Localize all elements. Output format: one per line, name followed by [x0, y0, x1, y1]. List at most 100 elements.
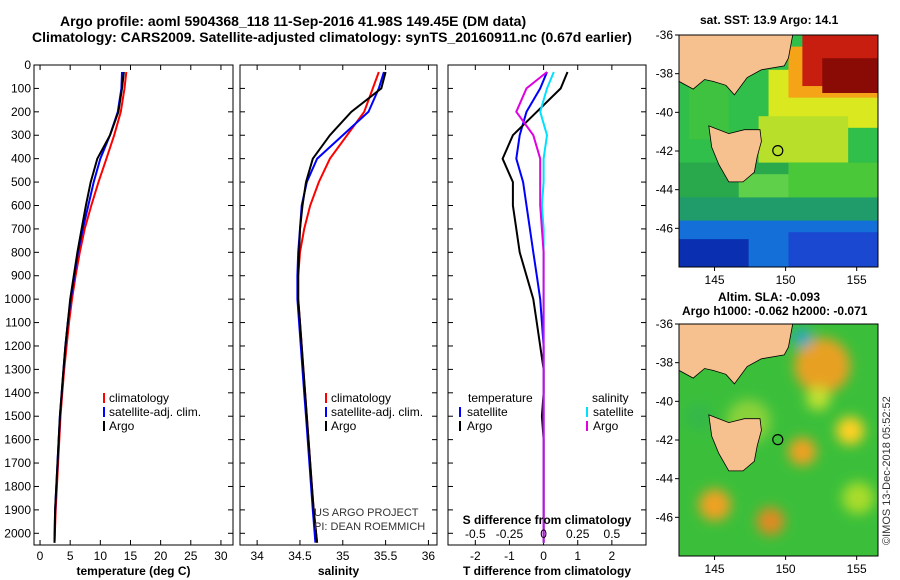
credit-project: US ARGO PROJECT	[314, 507, 419, 519]
mainland-australia	[679, 35, 794, 96]
mainland-australia	[679, 324, 794, 385]
sla-blobs	[684, 327, 875, 536]
top-x-tick-label: 0.5	[604, 527, 621, 541]
map-y-tick-label: -46	[656, 221, 674, 235]
sla-blob	[788, 437, 817, 466]
series-line-argo-3	[515, 71, 548, 543]
sst-map: 145 150 155 -36 -38 -40 -42 -44 -46	[656, 28, 879, 287]
legend-temperature-title: temperature	[468, 391, 533, 405]
sst-patch	[738, 174, 789, 198]
y-tick-label: 1200	[4, 339, 31, 353]
top-x-tick-label: -0.5	[465, 527, 486, 541]
x-tick-label: 34.5	[288, 549, 312, 563]
x-tick-label: 35	[336, 549, 350, 563]
x-tick-label: 25	[184, 549, 198, 563]
map-y-tick-label: -40	[656, 105, 674, 119]
sst-patch	[758, 116, 849, 163]
sla-blob	[792, 327, 813, 348]
legend-label: satellite-adj. clim.	[331, 405, 423, 419]
map-y-tick-label: -44	[656, 183, 674, 197]
x-tick-label: -2	[470, 549, 481, 563]
x-tick-label: 10	[94, 549, 108, 563]
y-tick-label: 1300	[4, 362, 31, 376]
panel-frame	[33, 64, 234, 546]
y-tick-label: 400	[11, 152, 31, 166]
map-x-tick-label: 150	[776, 562, 796, 576]
legend-label: climatology	[331, 391, 391, 405]
x-tick-label: 20	[154, 549, 168, 563]
map-y-tick-label: -38	[656, 67, 674, 81]
y-tick-label: 600	[11, 198, 31, 212]
x-axis-label: temperature (deg C)	[76, 564, 190, 578]
y-tick-label: 1100	[5, 316, 31, 330]
y-tick-label: 1000	[4, 292, 31, 306]
legend-label: Argo	[593, 419, 619, 433]
sla-blob	[806, 386, 831, 411]
sla-blob	[836, 416, 865, 445]
x-tick-label: 2	[609, 549, 616, 563]
argo-position-marker	[772, 434, 784, 446]
map-y-tick-label: -42	[656, 144, 674, 158]
y-tick-label: 100	[11, 81, 31, 95]
legend-label: Argo	[331, 419, 357, 433]
x-tick-label: 15	[124, 549, 138, 563]
y-tick-label: 0	[24, 58, 31, 72]
y-tick-label: 300	[11, 128, 31, 142]
y-tick-label: 700	[11, 222, 31, 236]
legend-label: satellite	[593, 405, 634, 419]
legend-label: Argo	[109, 419, 135, 433]
map-x-tick-label: 145	[705, 562, 725, 576]
x-tick-label: 0	[37, 549, 44, 563]
sst-patch	[788, 162, 878, 198]
title-line-1: Argo profile: aoml 5904368_118 11-Sep-20…	[60, 13, 527, 29]
sla-blob	[756, 507, 785, 536]
map-y-tick-label: -42	[656, 433, 674, 447]
profile-panel-1: 0100200300400500600700800900100011001200…	[4, 58, 234, 578]
x-axis-label: salinity	[318, 564, 360, 578]
y-tick-label: 1900	[4, 503, 31, 517]
y-tick-label: 1800	[4, 479, 31, 493]
y-tick-label: 900	[11, 269, 31, 283]
legend-label: satellite	[467, 405, 508, 419]
panel-frame	[239, 64, 438, 546]
map-x-tick-label: 155	[847, 562, 867, 576]
x-axis-label: T difference from climatology	[463, 564, 631, 578]
tasmania	[708, 414, 762, 472]
y-tick-label: 1600	[4, 433, 31, 447]
x-tick-label: 30	[214, 549, 228, 563]
series-line-argo-2	[53, 71, 125, 543]
panel-frame	[447, 64, 647, 546]
sst-patch	[688, 81, 729, 140]
sla-map-title-1: Altim. SLA: -0.093	[718, 290, 821, 304]
map-y-tick-label: -46	[656, 510, 674, 524]
imos-stamp: ©IMOS 13-Dec-2018 05:52:52	[881, 396, 893, 545]
y-tick-label: 500	[11, 175, 31, 189]
x-tick-label: 5	[67, 549, 74, 563]
legend-label: Argo	[467, 419, 493, 433]
map-y-tick-label: -44	[656, 472, 674, 486]
y-tick-label: 1700	[4, 456, 31, 470]
x-tick-label: 36	[422, 549, 436, 563]
tasmania	[708, 125, 762, 183]
map-y-tick-label: -38	[656, 356, 674, 370]
map-field	[679, 324, 878, 556]
y-tick-label: 200	[11, 105, 31, 119]
sst-patch	[788, 232, 878, 267]
x-tick-label: 0	[540, 549, 547, 563]
sla-blob	[842, 482, 875, 514]
y-tick-label: 2000	[4, 526, 31, 540]
legend-label: climatology	[109, 391, 169, 405]
sst-patch	[679, 239, 749, 267]
x-tick-label: 1	[574, 549, 581, 563]
title-line-2: Climatology: CARS2009. Satellite-adjuste…	[32, 29, 632, 45]
sla-blob	[794, 337, 851, 394]
sla-blob	[698, 488, 731, 521]
x-tick-label: -1	[504, 549, 515, 563]
x-tick-label: 34	[250, 549, 264, 563]
sla-map: 145 150 155 -36 -38 -40 -42 -44 -46	[656, 317, 879, 576]
sst-patch	[822, 58, 878, 93]
top-x-axis-label: S difference from climatology	[463, 513, 632, 527]
legend-salinity-title: salinity	[592, 391, 629, 405]
map-x-tick-label: 150	[776, 273, 796, 287]
